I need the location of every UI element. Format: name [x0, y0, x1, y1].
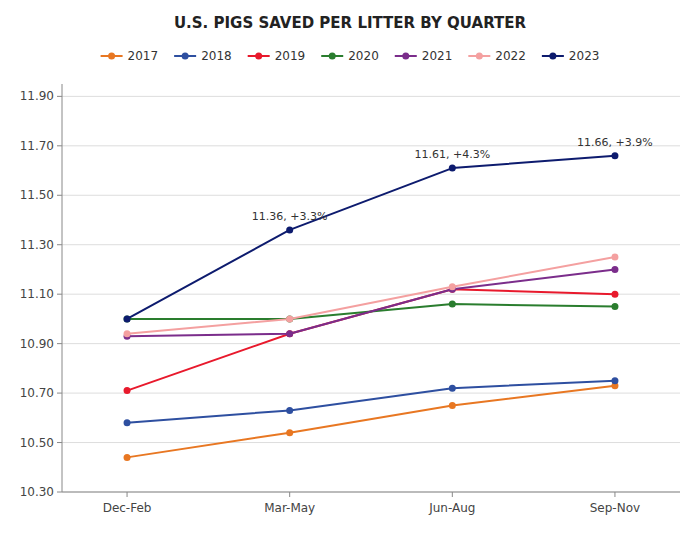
y-tick-label: 11.70 [20, 139, 54, 153]
title: U.S. PIGS SAVED PER LITTER BY QUARTER [174, 14, 527, 32]
x-tick-label: Jun-Aug [428, 501, 475, 515]
legend-marker [476, 53, 483, 60]
plot-area [124, 152, 619, 461]
tick-mark [57, 145, 62, 146]
x-tick-label: Dec-Feb [103, 501, 152, 515]
point [449, 385, 456, 392]
legend-label: 2018 [201, 49, 232, 63]
legend-item: 2020 [321, 49, 379, 63]
legend-marker [255, 53, 262, 60]
y-tick-label: 10.30 [20, 485, 54, 499]
point [611, 377, 618, 384]
series-line [127, 386, 615, 458]
legend-label: 2020 [348, 49, 379, 63]
chart: U.S. PIGS SAVED PER LITTER BY QUARTER 10.… [0, 0, 700, 534]
point [449, 301, 456, 308]
grid-line [62, 492, 680, 493]
legend-item: 2017 [101, 49, 159, 63]
x-tick-label: Sep-Nov [590, 501, 640, 515]
point [286, 429, 293, 436]
legend-marker [182, 53, 189, 60]
point [124, 315, 131, 322]
legend-item: 2019 [248, 49, 306, 63]
legend-item: 2021 [395, 49, 453, 63]
point [286, 226, 293, 233]
grid-line [62, 393, 680, 394]
legend-item: 2022 [468, 49, 526, 63]
point [611, 266, 618, 273]
y-axis [62, 84, 63, 492]
point [449, 165, 456, 172]
y-tick-label: 11.30 [20, 238, 54, 252]
annotation: 11.36, +3.3% [252, 210, 328, 223]
y-tick-label: 11.10 [20, 287, 54, 301]
point [449, 402, 456, 409]
y-tick-label: 11.50 [20, 188, 54, 202]
legend-item: 2018 [174, 49, 232, 63]
tick-mark [57, 492, 62, 493]
y-tick-label: 10.70 [20, 386, 54, 400]
y-tick-label: 11.90 [20, 89, 54, 103]
point [449, 283, 456, 290]
tick-mark [57, 343, 62, 344]
x-axis [62, 492, 680, 493]
grid-line [62, 244, 680, 245]
series-line [127, 381, 615, 423]
point [286, 315, 293, 322]
legend-label: 2017 [128, 49, 159, 63]
tick-mark [57, 393, 62, 394]
series-line [127, 289, 615, 390]
legend-label: 2021 [422, 49, 453, 63]
series-line [127, 156, 615, 319]
point [124, 419, 131, 426]
point [286, 330, 293, 337]
legend-label: 2022 [495, 49, 526, 63]
y-tick-label: 10.50 [20, 436, 54, 450]
tick-mark [57, 294, 62, 295]
legend-marker [549, 53, 556, 60]
point [286, 407, 293, 414]
point [124, 330, 131, 337]
point [611, 254, 618, 261]
tick-mark [614, 492, 615, 497]
tick-mark [57, 244, 62, 245]
grid-line [62, 442, 680, 443]
point [611, 152, 618, 159]
legend-label: 2019 [275, 49, 306, 63]
annotation: 11.66, +3.9% [577, 136, 653, 149]
tick-mark [57, 96, 62, 97]
background [0, 0, 700, 534]
legend-marker [402, 53, 409, 60]
x-tick-label: Mar-May [264, 501, 315, 515]
point [286, 330, 293, 337]
grid [57, 96, 680, 492]
series-line [127, 257, 615, 334]
point [124, 387, 131, 394]
tick-mark [127, 492, 128, 497]
point [286, 315, 293, 322]
tick-mark [452, 492, 453, 497]
grid-line [62, 96, 680, 97]
legend: 2017 2018 2019 2020 2021 2022 2023 [101, 49, 600, 63]
tick-mark [57, 195, 62, 196]
legend-marker [108, 53, 115, 60]
annotation: 11.61, +4.3% [414, 148, 490, 161]
legend-label: 2023 [569, 49, 600, 63]
grid-line [62, 343, 680, 344]
y-tick-label: 10.90 [20, 337, 54, 351]
tick-mark [289, 492, 290, 497]
legend-item: 2023 [542, 49, 600, 63]
legend-marker [329, 53, 336, 60]
tick-mark [57, 442, 62, 443]
point [611, 291, 618, 298]
point [124, 454, 131, 461]
grid-line [62, 195, 680, 196]
point [124, 315, 131, 322]
point [611, 303, 618, 310]
